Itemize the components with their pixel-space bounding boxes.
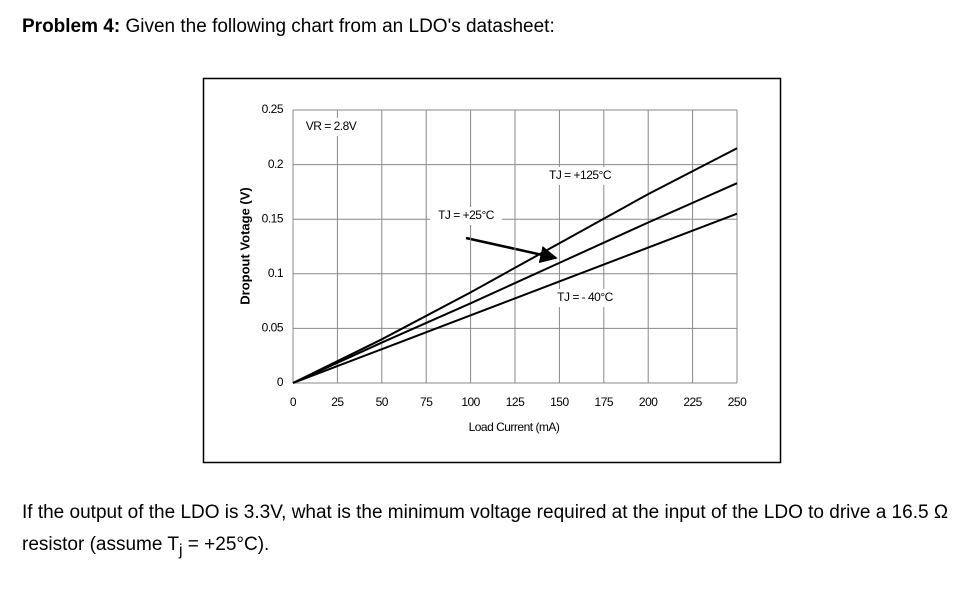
x-tick-label: 50 bbox=[376, 395, 389, 409]
question: If the output of the LDO is 3.3V, what i… bbox=[22, 497, 962, 567]
y-axis-label: Dropout Votage (V) bbox=[237, 187, 252, 304]
series-label: TJ = +125°C bbox=[549, 168, 612, 182]
series-label: TJ = +25°C bbox=[438, 208, 495, 222]
series-label-bg bbox=[430, 207, 502, 225]
y-tick-label: 0.05 bbox=[262, 321, 284, 335]
annotation-arrow bbox=[465, 236, 558, 264]
x-tick-label: 150 bbox=[550, 395, 569, 409]
problem-heading: Problem 4: Given the following chart fro… bbox=[22, 16, 555, 38]
series-line bbox=[292, 182, 738, 384]
series-label: TJ = - 40°C bbox=[557, 290, 613, 304]
x-tick-label: 100 bbox=[461, 395, 480, 409]
y-tick-label: 0.2 bbox=[268, 157, 284, 171]
annotation: VR = 2.8V bbox=[306, 119, 357, 133]
x-tick-label: 25 bbox=[331, 395, 344, 409]
x-tick-label: 225 bbox=[683, 395, 702, 409]
x-tick-label: 250 bbox=[728, 395, 747, 409]
x-tick-label: 200 bbox=[639, 395, 658, 409]
y-tick-label: 0 bbox=[277, 375, 284, 389]
question-text: = +25°C). bbox=[182, 534, 270, 555]
problem-text: Given the following chart from an LDO's … bbox=[125, 16, 555, 37]
series-label-bg bbox=[549, 289, 621, 307]
series-line bbox=[292, 147, 738, 384]
series-label-bg bbox=[544, 167, 616, 185]
x-tick-label: 75 bbox=[420, 395, 433, 409]
question-subscript: j bbox=[178, 541, 183, 559]
x-tick-label: 175 bbox=[595, 395, 614, 409]
annotation-bg bbox=[298, 118, 364, 136]
question-text: If the output of the LDO is 3.3V, what i… bbox=[22, 502, 949, 555]
y-tick-label: 0.25 bbox=[262, 102, 284, 116]
x-tick-label: 0 bbox=[290, 395, 297, 409]
x-tick-label: 125 bbox=[506, 395, 525, 409]
y-tick-label: 0.15 bbox=[262, 211, 284, 225]
chart-frame bbox=[202, 77, 782, 464]
problem-label: Problem 4: bbox=[22, 16, 121, 37]
y-tick-label: 0.1 bbox=[268, 266, 284, 280]
x-axis-label: Load Current (mA) bbox=[469, 420, 560, 434]
series-line bbox=[292, 212, 738, 384]
